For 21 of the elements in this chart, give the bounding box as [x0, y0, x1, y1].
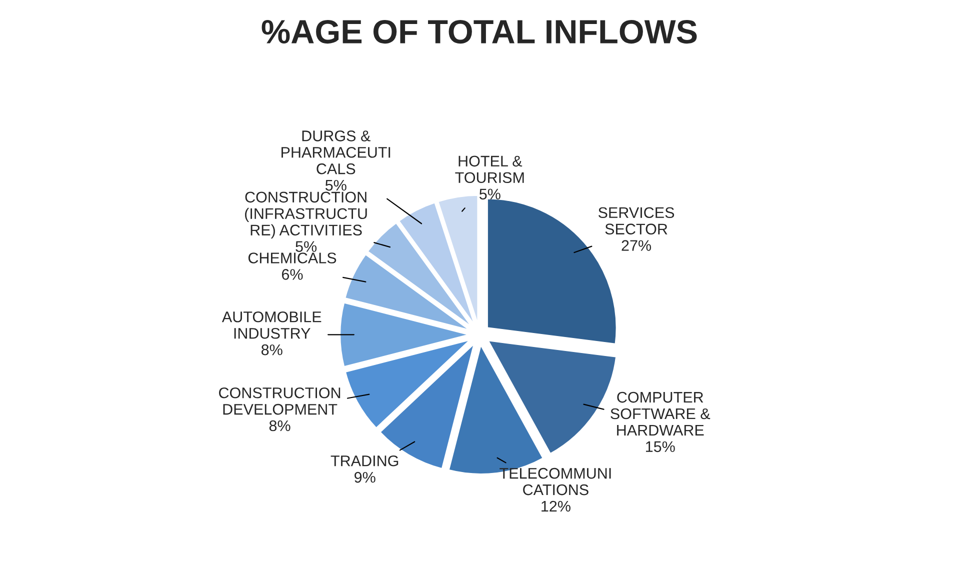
slice-label: DURGS & PHARMACEUTI CALS	[282, 130, 390, 174]
data-label: 8%	[269, 420, 290, 432]
data-label: 12%	[542, 500, 570, 512]
chart-title: %AGE OF TOTAL INFLOWS	[262, 20, 697, 44]
data-label: 6%	[282, 269, 303, 280]
slice-label: COMPUTER SOFTWARE & HARDWARE	[610, 392, 710, 436]
data-label: 9%	[354, 472, 376, 483]
slice-label: AUTOMOBILE INDUSTRY	[222, 311, 322, 339]
data-label: 5%	[325, 180, 346, 191]
data-label: 27%	[622, 240, 652, 251]
slice-label: CHEMICALS	[248, 252, 336, 264]
slice-label: SERVICES SECTOR	[598, 207, 674, 234]
slice-label: CONSTRUCTION (INFRASTRUCTU RE) ACTIVITIES	[245, 192, 367, 239]
data-label: 8%	[261, 344, 282, 356]
data-label: 15%	[646, 441, 675, 452]
data-label: 5%	[296, 241, 317, 252]
data-label: 5%	[479, 188, 500, 200]
slice-label: CONSTRUCTION DEVELOPMENT	[219, 387, 340, 415]
slice-label: TELECOMMUNI CATIONS	[500, 468, 611, 496]
slice-label: TRADING	[330, 455, 398, 466]
slice-label: HOTEL & TOURISM	[455, 156, 524, 184]
